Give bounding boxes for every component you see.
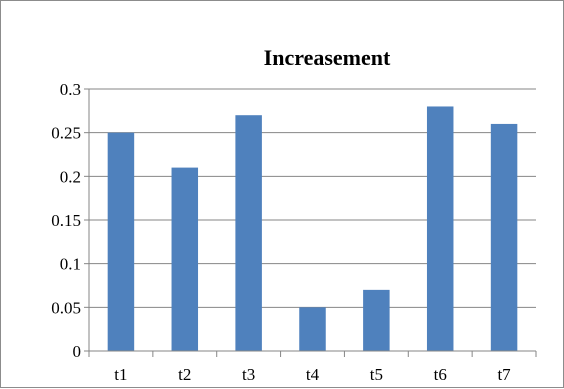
x-tick-label: t2 — [178, 365, 191, 384]
y-tick-label: 0.15 — [51, 211, 81, 230]
y-tick-label: 0.25 — [51, 124, 81, 143]
axes — [84, 88, 537, 357]
x-tick-label: t7 — [497, 365, 511, 384]
x-tick-label: t4 — [306, 365, 320, 384]
y-tick-label: 0.1 — [60, 255, 81, 274]
y-tick-label: 0.3 — [60, 80, 81, 99]
bar-t2 — [171, 167, 199, 351]
bar-t3 — [235, 115, 262, 351]
x-tick-label: t5 — [370, 365, 383, 384]
y-tick-label: 0.05 — [51, 298, 81, 317]
gridlines — [89, 88, 536, 308]
x-tick-labels: t1 t2 t3 t4 t5 t6 t7 — [114, 365, 511, 384]
bars — [107, 106, 518, 351]
bar-t6 — [426, 106, 454, 351]
y-tick-label: 0.2 — [60, 167, 81, 186]
bar-t1 — [107, 132, 135, 351]
y-tick-labels: 0 0.05 0.1 0.15 0.2 0.25 0.3 — [51, 80, 81, 361]
bar-t5 — [363, 289, 390, 351]
bar-t4 — [299, 307, 326, 351]
x-tick-label: t6 — [434, 365, 447, 384]
x-tick-label: t3 — [242, 365, 255, 384]
bar-t7 — [490, 123, 518, 351]
x-tick-label: t1 — [114, 365, 127, 384]
y-tick-label: 0 — [73, 342, 82, 361]
chart-title: Increasement — [264, 45, 391, 70]
